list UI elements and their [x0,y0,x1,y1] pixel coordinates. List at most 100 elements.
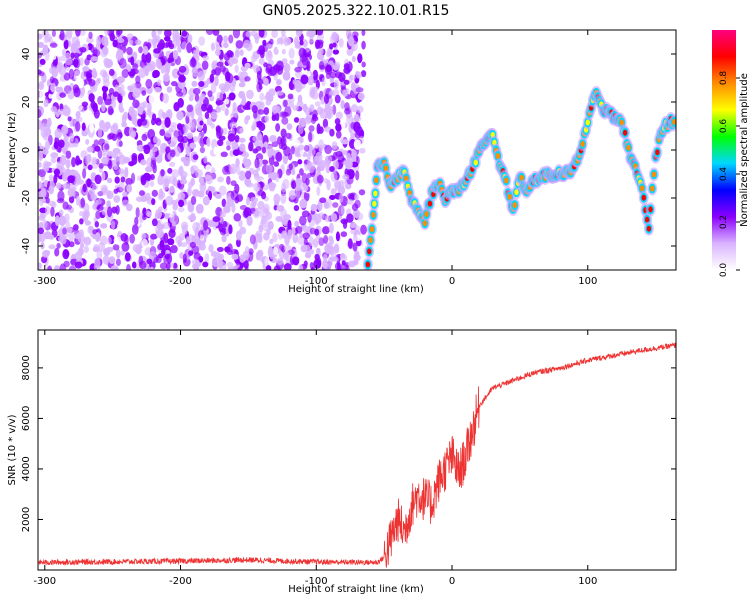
heatmap-cell [116,30,123,36]
heatmap-cell [169,262,174,268]
heatmap-cell [585,119,590,126]
heatmap-cell [646,225,652,232]
colorbar-tick-label: 0.8 [719,71,729,86]
heatmap-cell [323,126,332,133]
heatmap-cell [334,181,342,191]
heatmap-cell [43,163,50,173]
heatmap-cell [141,133,148,142]
heatmap-cell [146,258,153,265]
heatmap-cell [349,222,358,229]
heatmap-cell [182,125,188,136]
heatmap-cell [192,135,198,143]
heatmap-cell [644,216,650,223]
heatmap-cell [335,123,342,132]
heatmap-cell [206,236,211,245]
heatmap-cell [219,261,227,270]
heatmap-cell [177,44,182,53]
heatmap-cell [51,201,57,209]
heatmap-cell [75,30,81,37]
heatmap-cell [255,145,262,152]
heatmap-cell [78,104,83,111]
heatmap-cell [120,83,125,93]
heatmap-cell [98,162,104,169]
heatmap-cell [166,86,173,93]
heatmap-cell [103,79,110,88]
heatmap-cell [38,182,45,190]
heatmap-cell [49,76,55,84]
heatmap-cell [316,30,324,36]
heatmap-cell [339,253,348,263]
heatmap-cell [351,81,356,92]
heatmap-cell [294,36,299,47]
heatmap-cell [212,257,219,268]
heatmap-cell [147,102,152,113]
spectrogram-x-label: Height of straight line (km) [288,284,424,295]
heatmap-cell [112,39,118,48]
heatmap-cell [257,190,265,197]
heatmap-cell [212,216,221,223]
spectrogram-y-axis: -40 -20 0 20 40 [21,48,676,254]
heatmap-cell [212,30,220,36]
heatmap-cell [131,114,137,125]
heatmap-cell [141,52,148,64]
heatmap-cell [39,71,45,77]
heatmap-cell [276,65,284,75]
heatmap-cell [655,149,660,156]
heatmap-cell [151,146,158,152]
heatmap-cell [315,41,324,49]
heatmap-cell [359,135,364,145]
heatmap-cell [101,101,106,112]
colorbar-gradient [712,30,736,270]
heatmap-cell [235,158,240,168]
heatmap-cell [84,220,92,226]
heatmap-cell [261,159,269,165]
heatmap-cell [371,211,376,218]
heatmap-cell [287,229,293,240]
heatmap-cell [252,120,257,130]
heatmap-cell [140,195,148,202]
heatmap-cell [219,228,227,236]
heatmap-cell [262,39,267,47]
heatmap-cell [160,55,168,65]
heatmap-cell [351,104,358,113]
heatmap-cell [191,188,200,197]
heatmap-cell [132,63,139,70]
heatmap-cell [331,141,338,150]
heatmap-cell [92,49,101,57]
heatmap-cell [258,57,265,65]
heatmap-cell [123,111,129,121]
heatmap-cell [80,197,86,208]
heatmap-cell [301,172,308,184]
heatmap-cell [135,39,142,46]
heatmap-cell [118,57,127,69]
heatmap-cell [306,172,312,179]
heatmap-cell [341,139,349,145]
heatmap-cell [65,30,73,39]
heatmap-cell [350,132,357,139]
heatmap-cell [125,177,133,186]
heatmap-cell [234,135,240,143]
heatmap-cell [65,150,72,159]
heatmap-cell [117,37,125,44]
heatmap-cell [38,119,42,130]
heatmap-cell [102,255,110,265]
heatmap-cell [234,64,239,74]
heatmap-cell [58,56,67,62]
heatmap-cell [280,193,287,204]
heatmap-cell [314,101,321,107]
heatmap-cell [292,105,299,111]
heatmap-cell [210,42,216,51]
heatmap-cell [267,220,274,231]
heatmap-cell [77,78,85,89]
heatmap-cell [107,206,113,218]
heatmap-cell [114,156,120,163]
heatmap-cell [59,235,67,245]
heatmap-cell [150,233,158,240]
heatmap-cell [151,198,156,206]
heatmap-cell [151,218,158,227]
heatmap-cell [299,198,308,209]
heatmap-cell [258,45,266,56]
heatmap-cell [192,87,201,95]
heatmap-cell [42,44,49,55]
heatmap-cell [226,249,233,256]
